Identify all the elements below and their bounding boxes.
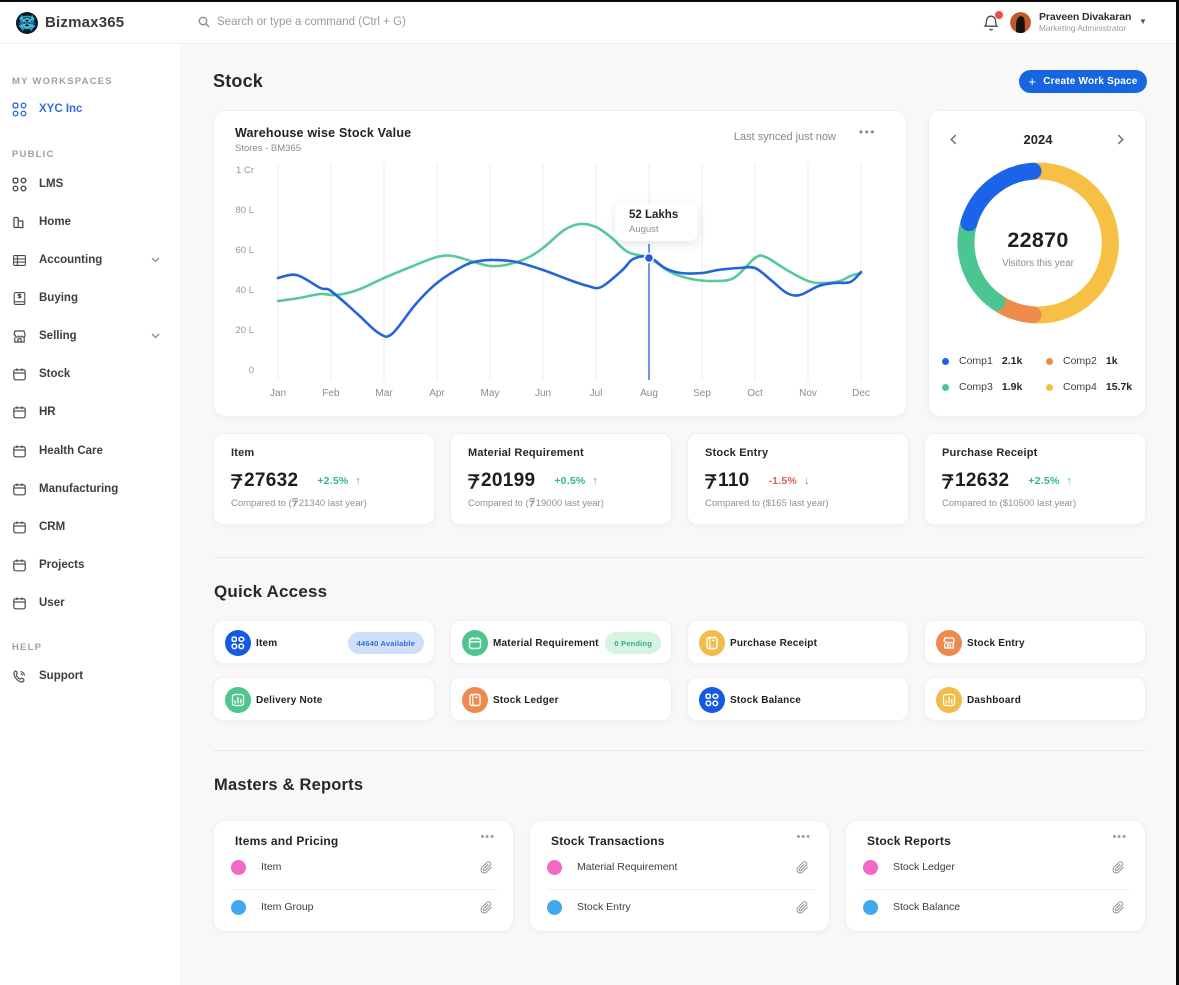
svg-text:Oct: Oct [747, 388, 763, 399]
svg-text:Aug: Aug [640, 388, 658, 399]
svg-text:May: May [481, 388, 500, 399]
svg-text:Feb: Feb [322, 388, 340, 399]
svg-text:20 L: 20 L [236, 325, 255, 336]
svg-text:Jan: Jan [270, 388, 286, 399]
svg-text:40 L: 40 L [236, 285, 255, 296]
svg-text:Jul: Jul [590, 388, 603, 399]
svg-text:Sep: Sep [693, 388, 711, 399]
svg-text:Mar: Mar [375, 388, 393, 399]
svg-text:22870: 22870 [1007, 228, 1068, 252]
svg-text:Visitors this year: Visitors this year [1002, 258, 1074, 269]
svg-text:0: 0 [249, 365, 254, 376]
svg-text:80 L: 80 L [236, 205, 255, 216]
svg-text:60 L: 60 L [236, 245, 255, 256]
svg-text:Nov: Nov [799, 388, 817, 399]
svg-text:Dec: Dec [852, 388, 870, 399]
svg-text:Apr: Apr [429, 388, 445, 399]
svg-text:Jun: Jun [535, 388, 551, 399]
svg-text:1 Cr: 1 Cr [236, 165, 254, 176]
